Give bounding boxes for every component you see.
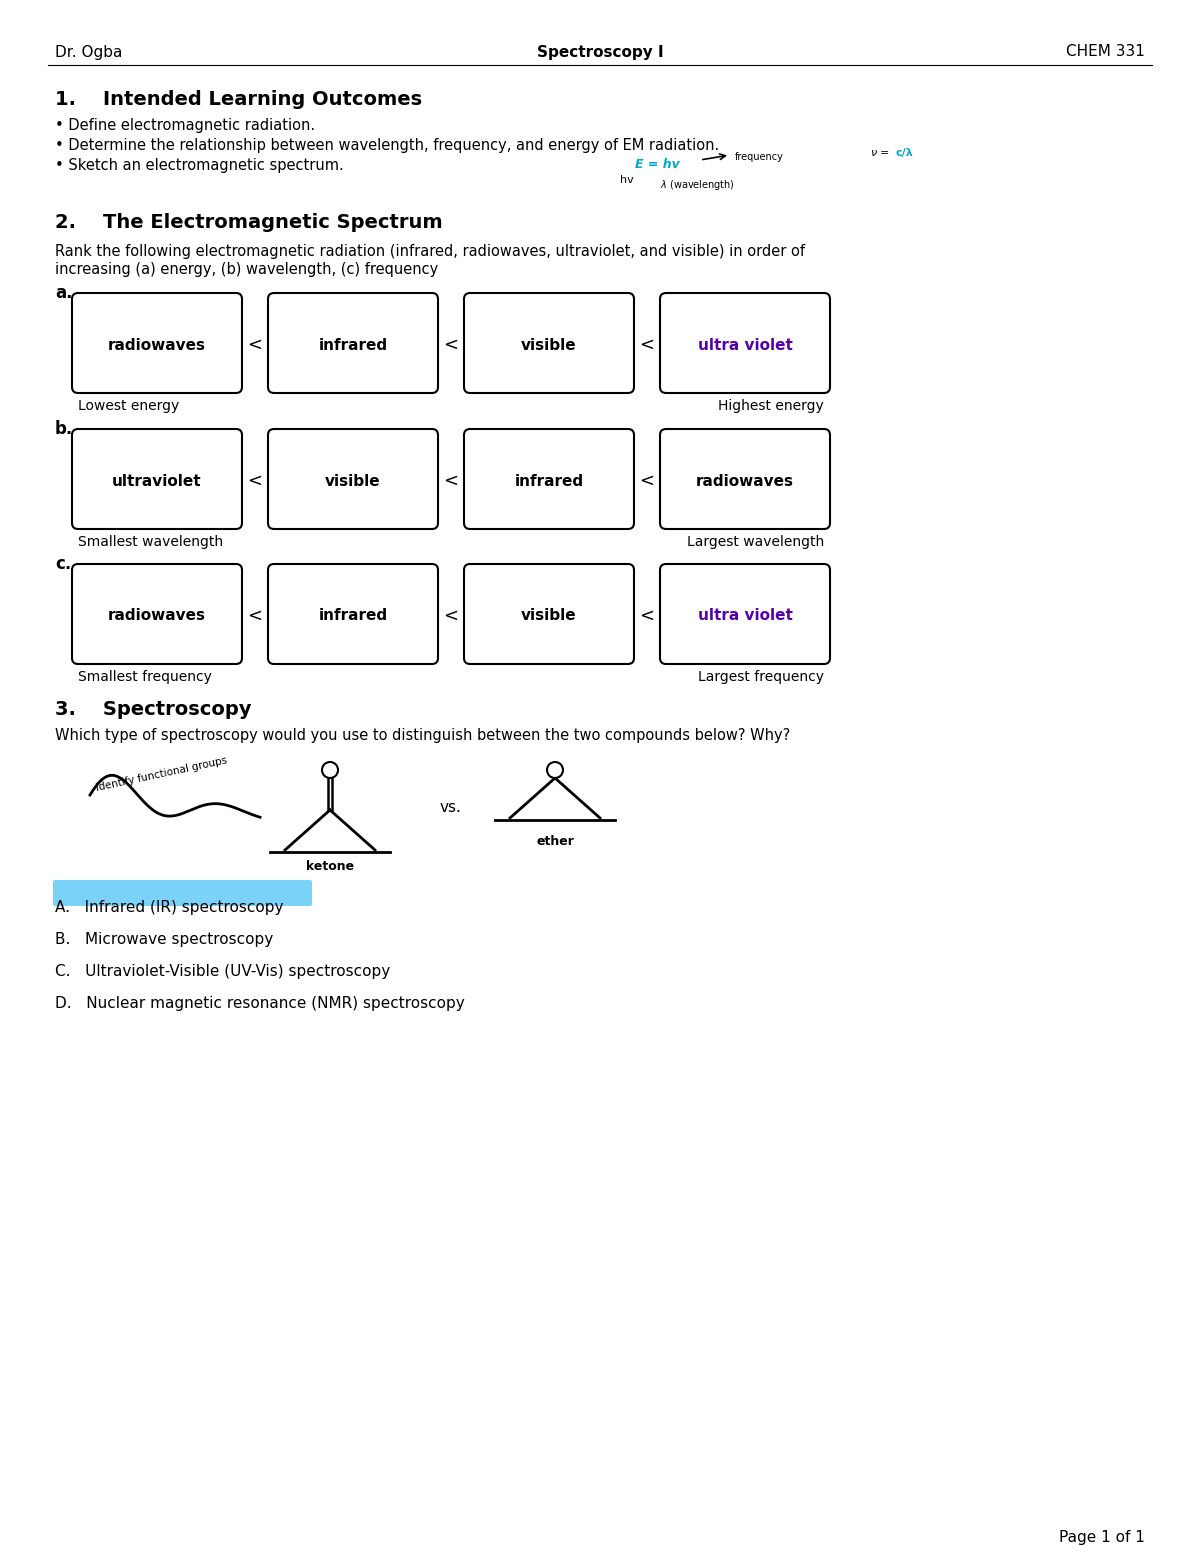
Text: infrared: infrared (318, 609, 388, 623)
Text: <: < (444, 472, 458, 491)
FancyBboxPatch shape (660, 294, 830, 393)
Text: ultra violet: ultra violet (697, 337, 792, 353)
Text: hv: hv (620, 175, 634, 185)
FancyBboxPatch shape (72, 429, 242, 530)
FancyBboxPatch shape (660, 429, 830, 530)
Text: <: < (247, 335, 263, 354)
Text: <: < (640, 607, 654, 624)
Text: identify functional groups: identify functional groups (95, 755, 228, 792)
Text: c/λ: c/λ (895, 148, 913, 158)
Text: infrared: infrared (515, 474, 583, 489)
Text: Smallest frequency: Smallest frequency (78, 669, 212, 683)
Text: <: < (247, 472, 263, 491)
Text: ether: ether (536, 836, 574, 848)
Text: • Determine the relationship between wavelength, frequency, and energy of EM rad: • Determine the relationship between wav… (55, 138, 719, 154)
Text: radiowaves: radiowaves (108, 337, 206, 353)
Text: $\nu$ =: $\nu$ = (870, 148, 890, 158)
Text: <: < (247, 607, 263, 624)
Text: B.   Microwave spectroscopy: B. Microwave spectroscopy (55, 932, 274, 947)
Text: Smallest wavelength: Smallest wavelength (78, 534, 223, 550)
Text: 2.    The Electromagnetic Spectrum: 2. The Electromagnetic Spectrum (55, 213, 443, 231)
Text: Largest frequency: Largest frequency (698, 669, 824, 683)
Text: visible: visible (325, 474, 380, 489)
Text: C.   Ultraviolet-Visible (UV-Vis) spectroscopy: C. Ultraviolet-Visible (UV-Vis) spectros… (55, 964, 390, 978)
FancyBboxPatch shape (72, 294, 242, 393)
Circle shape (547, 763, 563, 778)
Text: <: < (640, 472, 654, 491)
Text: vs.: vs. (439, 800, 461, 815)
Text: radiowaves: radiowaves (696, 474, 794, 489)
FancyBboxPatch shape (268, 429, 438, 530)
Text: Spectroscopy I: Spectroscopy I (536, 45, 664, 59)
FancyBboxPatch shape (268, 294, 438, 393)
FancyBboxPatch shape (72, 564, 242, 665)
Circle shape (322, 763, 338, 778)
Text: a.: a. (55, 284, 72, 301)
FancyBboxPatch shape (660, 564, 830, 665)
Text: Which type of spectroscopy would you use to distinguish between the two compound: Which type of spectroscopy would you use… (55, 728, 791, 742)
Text: 3.    Spectroscopy: 3. Spectroscopy (55, 700, 252, 719)
FancyBboxPatch shape (53, 881, 312, 905)
Text: • Sketch an electromagnetic spectrum.: • Sketch an electromagnetic spectrum. (55, 158, 343, 172)
FancyBboxPatch shape (464, 294, 634, 393)
Text: Rank the following electromagnetic radiation (infrared, radiowaves, ultraviolet,: Rank the following electromagnetic radia… (55, 244, 805, 259)
FancyBboxPatch shape (464, 429, 634, 530)
Text: D.   Nuclear magnetic resonance (NMR) spectroscopy: D. Nuclear magnetic resonance (NMR) spec… (55, 995, 464, 1011)
Text: visible: visible (521, 609, 577, 623)
Text: Dr. Ogba: Dr. Ogba (55, 45, 122, 59)
FancyBboxPatch shape (464, 564, 634, 665)
Text: 1.    Intended Learning Outcomes: 1. Intended Learning Outcomes (55, 90, 422, 109)
Text: radiowaves: radiowaves (108, 609, 206, 623)
Text: $\lambda$ (wavelength): $\lambda$ (wavelength) (660, 179, 734, 193)
Text: visible: visible (521, 337, 577, 353)
Text: ketone: ketone (306, 860, 354, 873)
Text: <: < (444, 335, 458, 354)
FancyBboxPatch shape (268, 564, 438, 665)
Text: ultraviolet: ultraviolet (112, 474, 202, 489)
Text: Highest energy: Highest energy (719, 399, 824, 413)
Text: increasing (a) energy, (b) wavelength, (c) frequency: increasing (a) energy, (b) wavelength, (… (55, 262, 438, 276)
Text: infrared: infrared (318, 337, 388, 353)
Text: Page 1 of 1: Page 1 of 1 (1060, 1530, 1145, 1545)
Text: A.   Infrared (IR) spectroscopy: A. Infrared (IR) spectroscopy (55, 901, 283, 915)
Text: Lowest energy: Lowest energy (78, 399, 179, 413)
Text: <: < (640, 335, 654, 354)
Text: E = hv: E = hv (635, 158, 679, 171)
Text: c.: c. (55, 554, 71, 573)
Text: CHEM 331: CHEM 331 (1066, 45, 1145, 59)
Text: Largest wavelength: Largest wavelength (686, 534, 824, 550)
Text: frequency: frequency (734, 152, 784, 162)
Text: b.: b. (55, 419, 73, 438)
Text: • Define electromagnetic radiation.: • Define electromagnetic radiation. (55, 118, 316, 134)
Text: ultra violet: ultra violet (697, 609, 792, 623)
Text: <: < (444, 607, 458, 624)
